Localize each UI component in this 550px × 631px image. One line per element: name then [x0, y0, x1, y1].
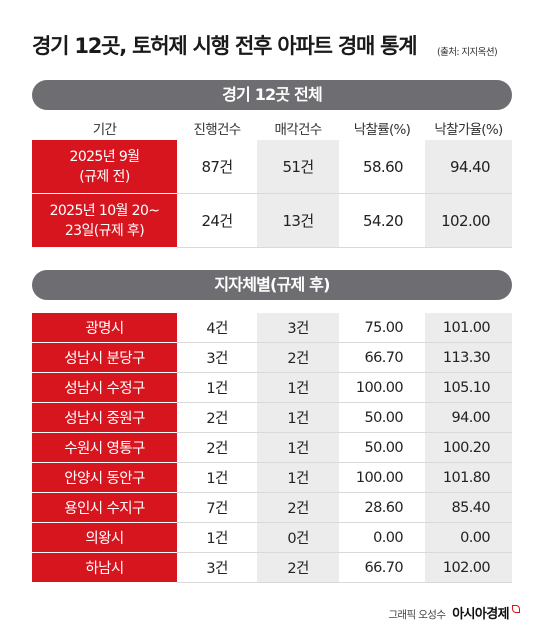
- rate-cell: 75.00: [339, 313, 425, 343]
- rate-cell: 66.70: [339, 342, 425, 373]
- sold-cell: 3건: [257, 313, 339, 343]
- table-row: 하남시 3건 2건 66.70 102.00: [32, 552, 512, 583]
- region-name: 성남시 수정구: [32, 372, 177, 403]
- sold-cell: 51건: [257, 140, 339, 194]
- count-cell: 7건: [177, 492, 257, 523]
- column-header-price-rate: 낙찰가율(%): [434, 122, 503, 138]
- count-cell: 3건: [177, 552, 257, 583]
- table-row: 안양시 동안구 1건 1건 100.00 101.80: [32, 462, 512, 493]
- count-cell: 24건: [177, 193, 257, 248]
- price-rate-cell: 113.30: [425, 342, 512, 373]
- sold-cell: 2건: [257, 552, 339, 583]
- count-cell: 2건: [177, 402, 257, 433]
- brand-logo-icon: [512, 605, 520, 613]
- region-name: 용인시 수지구: [32, 492, 177, 523]
- brand-name: 아시아경제: [452, 607, 509, 622]
- table-row: 수원시 영통구 2건 1건 50.00 100.20: [32, 432, 512, 463]
- table-row: 용인시 수지구 7건 2건 28.60 85.40: [32, 492, 512, 523]
- rate-cell: 50.00: [339, 402, 425, 433]
- rate-cell: 66.70: [339, 552, 425, 583]
- sold-cell: 1건: [257, 402, 339, 433]
- price-rate-cell: 102.00: [425, 552, 512, 583]
- table-row: 2025년 10월 20~ 23일(규제 후) 24건 13건 54.20 102.00: [32, 193, 512, 248]
- section-header-total: 경기 12곳 전체: [32, 80, 512, 110]
- table-row: 성남시 수정구 1건 1건 100.00 105.10: [32, 372, 512, 403]
- rate-cell: 50.00: [339, 432, 425, 463]
- rate-cell: 100.00: [339, 462, 425, 493]
- column-header-period: 기간: [92, 122, 117, 138]
- rate-cell: 28.60: [339, 492, 425, 523]
- region-name: 광명시: [32, 313, 177, 343]
- price-rate-cell: 101.80: [425, 462, 512, 493]
- period-label-line1: 2025년 10월 20~: [49, 202, 160, 219]
- count-cell: 1건: [177, 522, 257, 553]
- column-header-rate: 낙찰률(%): [353, 122, 411, 138]
- column-header-sold: 매각건수: [274, 122, 323, 138]
- region-name: 성남시 중원구: [32, 402, 177, 433]
- price-rate-cell: 102.00: [425, 193, 512, 248]
- price-rate-cell: 0.00: [425, 522, 512, 553]
- region-name: 안양시 동안구: [32, 462, 177, 493]
- rate-cell: 54.20: [339, 193, 425, 248]
- table-row: 성남시 분당구 3건 2건 66.70 113.30: [32, 342, 512, 373]
- count-cell: 87건: [177, 140, 257, 194]
- count-cell: 1건: [177, 372, 257, 403]
- region-name: 성남시 분당구: [32, 342, 177, 373]
- price-rate-cell: 105.10: [425, 372, 512, 403]
- credit-line: 그래픽 오성수 아시아경제: [388, 603, 520, 622]
- period-label: 2025년 10월 20~ 23일(규제 후): [32, 193, 177, 248]
- region-table: 광명시 4건 3건 75.00 101.00 성남시 분당구 3건 2건 66.70 113.30…: [32, 313, 512, 583]
- table-row: 광명시 4건 3건 75.00 101.00: [32, 313, 512, 343]
- source-note: (출처: 지지옥션): [437, 47, 498, 58]
- page-title: 경기 12곳, 토허제 시행 전후 아파트 경매 통계: [32, 34, 418, 58]
- rate-cell: 0.00: [339, 522, 425, 553]
- period-label-line1: 2025년 9월: [69, 148, 141, 165]
- count-cell: 3건: [177, 342, 257, 373]
- count-cell: 4건: [177, 313, 257, 343]
- price-rate-cell: 100.20: [425, 432, 512, 463]
- sold-cell: 2건: [257, 492, 339, 523]
- count-cell: 2건: [177, 432, 257, 463]
- section-header-region: 지자체별(규제 후): [32, 270, 512, 300]
- period-label: 2025년 9월 (규제 전): [32, 140, 177, 194]
- sold-cell: 0건: [257, 522, 339, 553]
- price-rate-cell: 94.00: [425, 402, 512, 433]
- table-row: 성남시 중원구 2건 1건 50.00 94.00: [32, 402, 512, 433]
- rate-cell: 58.60: [339, 140, 425, 194]
- credit-author: 그래픽 오성수: [388, 609, 446, 621]
- region-name: 의왕시: [32, 522, 177, 553]
- column-header-count: 진행건수: [193, 122, 242, 138]
- sold-cell: 2건: [257, 342, 339, 373]
- sold-cell: 1건: [257, 462, 339, 493]
- price-rate-cell: 94.40: [425, 140, 512, 194]
- count-cell: 1건: [177, 462, 257, 493]
- rate-cell: 100.00: [339, 372, 425, 403]
- price-rate-cell: 101.00: [425, 313, 512, 343]
- sold-cell: 1건: [257, 372, 339, 403]
- period-label-line2: (규제 전): [79, 168, 130, 185]
- summary-table: 2025년 9월 (규제 전) 87건 51건 58.60 94.40 2025년 10월 …: [32, 140, 512, 248]
- price-rate-cell: 85.40: [425, 492, 512, 523]
- table-row: 2025년 9월 (규제 전) 87건 51건 58.60 94.40: [32, 140, 512, 194]
- period-label-line2: 23일(규제 후): [64, 222, 145, 239]
- sold-cell: 1건: [257, 432, 339, 463]
- region-name: 하남시: [32, 552, 177, 583]
- sold-cell: 13건: [257, 193, 339, 248]
- column-header-row: 기간 진행건수 매각건수 낙찰률(%) 낙찰가율(%): [32, 116, 512, 138]
- region-name: 수원시 영통구: [32, 432, 177, 463]
- table-row: 의왕시 1건 0건 0.00 0.00: [32, 522, 512, 553]
